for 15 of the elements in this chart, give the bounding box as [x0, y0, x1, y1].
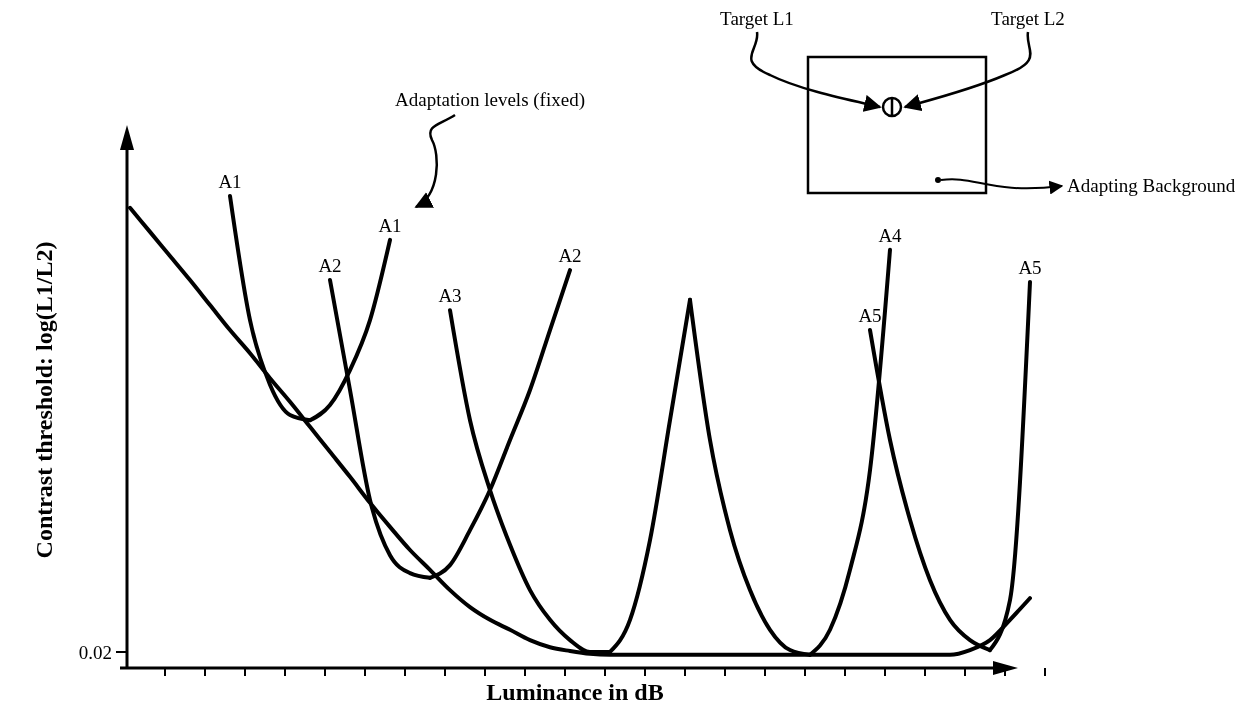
series-label: A5	[858, 305, 882, 327]
text: Adaptation levels (fixed)	[395, 89, 585, 111]
series-label: A5	[1018, 256, 1042, 278]
text: 0.02	[78, 642, 112, 663]
y-axis-title: Contrast threshold: log(L1/L2)	[31, 241, 57, 559]
series-label: A2	[318, 255, 342, 277]
series-label: A3	[438, 285, 462, 307]
series-label: A1	[218, 171, 242, 192]
x-axis-title: Luminance in dB	[486, 679, 664, 705]
series-label: A2	[558, 245, 582, 267]
series-label: A4	[878, 224, 903, 246]
text: Adapting Background	[1067, 175, 1236, 196]
series-label: A1	[378, 214, 402, 236]
text: Target L2	[991, 8, 1065, 29]
text: Target L1	[720, 8, 794, 29]
